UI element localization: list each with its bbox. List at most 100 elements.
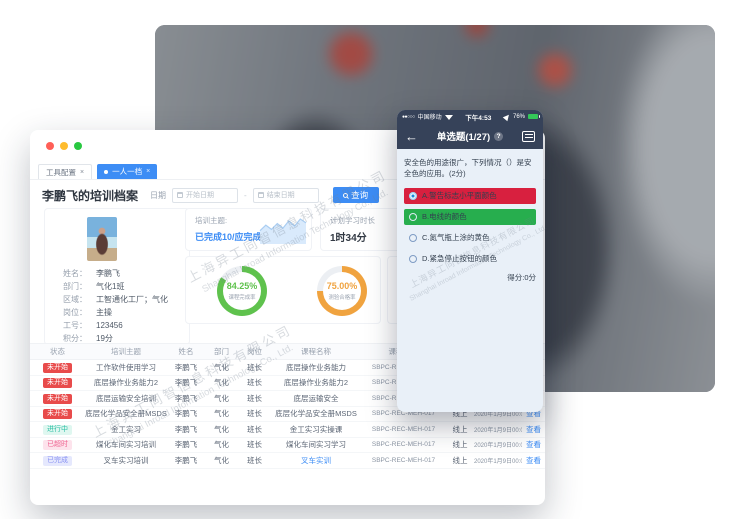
radio-icon[interactable] [409, 233, 417, 242]
avatar [87, 217, 117, 261]
phone-overlay: ●●○○○ 中国移动 下午4:53 76% ← 单选题(1/27) ? 安全色的… [397, 110, 543, 412]
donut-value: 84.25% [226, 281, 258, 291]
profile-field-row: 岗位： 主操 [55, 306, 183, 319]
quiz-option[interactable]: C.氮气瓶上涂的黄色 [404, 230, 536, 246]
wifi-icon [444, 114, 453, 120]
quiz-pass-donut: 75.00% 测验合格率 [317, 266, 367, 316]
cell-dept: 气化 [214, 393, 229, 403]
cell-status: 未开始 [30, 408, 85, 420]
tab-personal-archive[interactable]: 一人一档 × [97, 164, 158, 179]
table-row: 未开始 底层化学品安全册MSDS 李鹏飞 气化 班长 底层化学品安全册MSDS SBPC-R… [30, 407, 545, 422]
question-text: 安全色的用途很广，下列情况（）是安全色的应用。(2分) [404, 158, 532, 179]
radio-icon[interactable] [409, 191, 417, 200]
radio-icon[interactable] [409, 212, 417, 221]
score-text: 得分:0分 [507, 272, 536, 282]
answer-sheet-icon[interactable] [522, 130, 535, 142]
cell-post: 班长 [247, 424, 262, 434]
cell-status: 已完成 [30, 455, 85, 466]
topic-label: 培训主题: [195, 216, 228, 225]
cell-topic: 底层化学品安全册MSDS [85, 409, 167, 419]
cell-status: 未开始 [30, 393, 85, 404]
column-header: 状态 [50, 347, 65, 356]
donut-value: 75.00% [326, 281, 358, 291]
column-header: 岗位 [247, 347, 262, 356]
status-badge: 未开始 [43, 362, 72, 373]
profile-field-label: 部门： [63, 282, 87, 291]
view-link[interactable]: 查看 [526, 409, 541, 419]
tab-close-icon[interactable]: × [146, 168, 151, 175]
view-link[interactable]: 查看 [526, 424, 541, 434]
tab-active-dot-icon [104, 169, 109, 174]
cell-name: 李鹏飞 [174, 409, 198, 419]
status-badge: 未开始 [43, 378, 72, 389]
profile-field-label: 区域： [63, 295, 87, 304]
cell-post: 班长 [247, 378, 262, 388]
start-date-placeholder: 开始日期 [186, 192, 215, 199]
cell-topic: 煤化车间实习培训 [96, 440, 156, 450]
cell-topic: 叉车实习培训 [103, 455, 149, 465]
cell-dept: 气化 [214, 440, 229, 450]
cell-dept: 气化 [214, 378, 229, 388]
profile-field-value: 123456 [96, 321, 123, 330]
column-header: 部门 [214, 347, 229, 356]
search-button-label: 查询 [351, 190, 369, 200]
cell-course: 底层操作业务能力2 [283, 378, 349, 388]
zoom-window-button[interactable] [74, 142, 82, 150]
view-link[interactable]: 查看 [526, 455, 541, 465]
profile-field-row: 部门： 气化1班 [55, 280, 183, 293]
donut-label: 课程完成率 [228, 295, 256, 301]
tab-close-icon[interactable]: × [80, 168, 85, 176]
profile-field-row: 积分： 19分 [55, 332, 183, 345]
cell-dept: 气化 [214, 409, 229, 419]
quiz-title: 单选题(1/27) ? [418, 129, 522, 143]
profile-field-value: 气化1班 [96, 282, 125, 291]
cell-post: 班长 [247, 362, 262, 372]
profile-field-value: 工智通化工厂；气化 [96, 295, 168, 304]
phone-status-bar: ●●○○○ 中国移动 下午4:53 76% [397, 110, 543, 123]
cell-dept: 气化 [214, 424, 229, 434]
plan-value: 1时34分 [330, 233, 367, 244]
profile-field-label: 积分： [63, 334, 87, 343]
cell-status: 已超时 [30, 439, 85, 451]
cell-status: 进行中 [30, 424, 85, 435]
cell-code: SBPC-REC-MEH-017 [371, 425, 436, 433]
quiz-option[interactable]: D.紧急停止按钮的颜色 [404, 251, 536, 267]
training-topic-card: 培训主题: 已完成10/应完成12 [185, 208, 312, 251]
cell-mode: 线上 [452, 440, 468, 450]
option-label: D.紧急停止按钮的颜色 [422, 254, 497, 263]
cell-post: 班长 [247, 409, 262, 419]
cell-time: 2020年1月9日00:01 [474, 443, 522, 450]
cell-time: 2020年1月9日00:01 [474, 412, 522, 419]
quiz-body: 安全色的用途很广，下列情况（）是安全色的应用。(2分) A.警告标志小平面颜色 B… [397, 149, 543, 283]
column-header: 课程名称 [301, 347, 331, 356]
quiz-option[interactable]: B.电线的颜色 [404, 208, 536, 225]
cell-name: 李鹏飞 [174, 424, 198, 434]
status-badge: 已完成 [43, 455, 72, 466]
search-button[interactable]: 查询 [332, 187, 379, 203]
cell-name: 李鹏飞 [174, 440, 198, 450]
start-date-input[interactable]: 开始日期 [172, 187, 239, 203]
option-label: B.电线的颜色 [422, 212, 467, 221]
carrier-label: 中国移动 [417, 115, 442, 121]
close-window-button[interactable] [46, 142, 54, 150]
phone-nav-bar: ← 单选题(1/27) ? [397, 123, 543, 149]
quiz-option[interactable]: A.警告标志小平面颜色 [404, 187, 536, 204]
cell-name: 李鹏飞 [174, 362, 198, 372]
cell-code: SBPC-REC-MEH-017 [371, 456, 436, 464]
back-arrow-icon[interactable]: ← [405, 128, 418, 144]
cell-status: 未开始 [30, 362, 85, 373]
location-icon [502, 112, 512, 121]
tab-tool-config[interactable]: 工具配置 × [38, 164, 93, 179]
course-completion-donut: 84.25% 课程完成率 [217, 266, 267, 316]
cell-course: 煤化车间实习学习 [286, 440, 346, 450]
status-badge: 进行中 [43, 424, 72, 435]
signal-strength-icon: ●●○○○ [402, 113, 415, 120]
cell-course: 底层运输安全 [293, 393, 339, 403]
cell-topic: 底层操作业务能力2 [93, 378, 159, 388]
view-link[interactable]: 查看 [526, 440, 541, 450]
minimize-window-button[interactable] [60, 142, 68, 150]
radio-icon[interactable] [409, 254, 417, 263]
cell-course[interactable]: 叉车实训 [301, 455, 331, 465]
end-date-input[interactable]: 结束日期 [252, 187, 319, 203]
help-icon[interactable]: ? [494, 131, 504, 141]
